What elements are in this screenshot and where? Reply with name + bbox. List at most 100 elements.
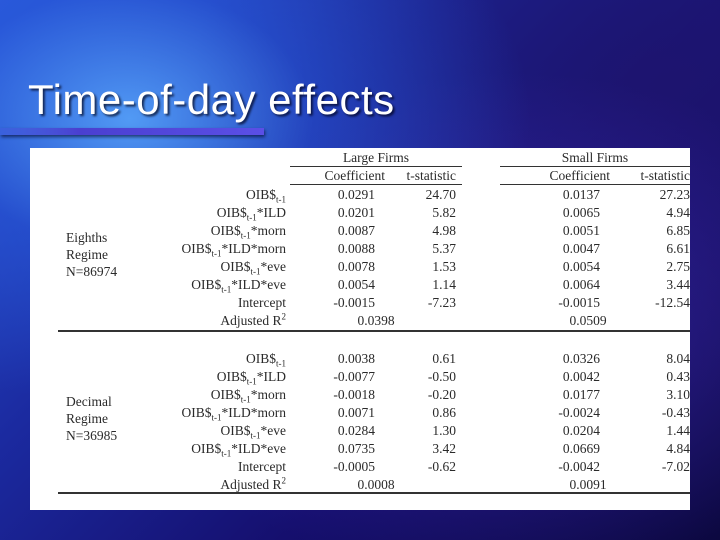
coefficient-cell: -0.0015 [333,295,375,310]
label-suffix: *morn [250,223,286,238]
coefficient-cell: 0.0065 [562,205,600,220]
regime-separator [58,330,690,332]
label-subscript: t-1 [250,430,261,441]
coefficient-cell: 0.0177 [562,387,600,402]
label-suffix: *morn [250,387,286,402]
coefficient-cell: 0.0051 [562,223,600,238]
row-label: OIB$t-1*ILD*morn [90,241,287,259]
regime-label: Eighths [66,230,108,245]
t-statistic-cell: 3.42 [432,441,456,456]
coefficient-cell: 0.0047 [562,241,600,256]
row-label: OIB$t-1*morn [90,223,286,241]
row-label: OIB$t-1*eve [90,259,286,277]
regime-label: Regime [66,247,108,262]
t-statistic-cell: 3.10 [666,387,690,402]
coefficient-cell: -0.0077 [333,369,375,384]
label-suffix: *ILD*morn [221,405,287,420]
label-text: Adjusted R [220,313,282,328]
t-statistic-cell: -0.50 [427,369,456,384]
t-statistic-cell: -0.62 [427,459,456,474]
regime-label: Decimal [66,394,112,409]
coefficient-cell: 0.0201 [337,205,375,220]
coefficient-cell: -0.0024 [558,405,600,420]
adjusted-r2-value: 0.0091 [569,477,607,492]
t-statistic-cell: 4.94 [666,205,690,220]
coefficient-cell: 0.0054 [562,259,600,274]
t-statistic-cell: -0.43 [661,405,690,420]
label-text: Intercept [238,295,286,310]
label-superscript: 2 [281,311,287,322]
t-statistic-cell: -7.23 [427,295,456,310]
label-suffix: *eve [260,423,286,438]
label-suffix: *ILD*morn [221,241,287,256]
coefficient-cell: 0.0078 [337,259,375,274]
group-header: Small Firms [561,150,629,165]
coefficient-cell: 0.0071 [337,405,375,420]
label-text: OIB$ [181,405,212,420]
t-statistic-cell: 24.70 [425,187,456,202]
t-statistic-cell: 5.82 [432,205,456,220]
label-suffix: *ILD*eve [231,277,286,292]
label-text: OIB$ [246,351,276,366]
row-label: OIB$t-1 [90,187,286,205]
subheader-rule [500,184,690,185]
t-statistic-cell: -7.02 [661,459,690,474]
t-statistic-cell: 6.85 [666,223,690,238]
label-subscript: t-1 [276,194,286,205]
coefficient-cell: 0.0204 [562,423,600,438]
label-text: OIB$ [220,259,251,274]
adjusted-r2-value: 0.0509 [569,313,607,328]
t-statistic-cell: 27.23 [659,187,690,202]
subheader-rule [290,184,462,185]
label-text: Adjusted R [220,477,282,492]
coefficient-cell: 0.0735 [337,441,375,456]
label-subscript: t-1 [240,394,251,405]
coefficient-cell: 0.0088 [337,241,375,256]
coefficient-cell: 0.0284 [337,423,375,438]
regime-label: N=86974 [66,264,118,279]
label-text: OIB$ [210,387,241,402]
t-statistic-cell: 8.04 [666,351,690,366]
t-statistic-cell: -12.54 [655,295,690,310]
label-text: OIB$ [191,441,222,456]
coefficient-header: Coefficient [324,168,385,183]
row-label: Intercept [90,460,286,474]
regression-table: Large Firms Small Firms Coefficient t-stati… [30,148,690,510]
title-underline [0,128,264,135]
table-bottom-rule [58,492,690,494]
label-subscript: t-1 [221,448,232,459]
label-subscript: t-1 [240,230,251,241]
coefficient-cell: 0.0087 [337,223,375,238]
header-rule [290,166,462,167]
adjusted-r2-value: 0.0008 [357,477,395,492]
coefficient-cell: 0.0064 [562,277,600,292]
regime-label: Regime [66,411,108,426]
label-text: OIB$ [216,369,247,384]
label-suffix: *ILD [256,205,286,220]
adjusted-r2-value: 0.0398 [357,313,395,328]
label-text: OIB$ [181,241,212,256]
t-statistic-cell: 1.53 [432,259,456,274]
label-subscript: t-1 [246,212,257,223]
label-subscript: t-1 [250,266,261,277]
coefficient-cell: -0.0018 [333,387,375,402]
t-statistic-cell: 0.61 [432,351,456,366]
regime-label: N=36985 [66,428,118,443]
row-label: OIB$t-1*ILD*morn [90,405,287,423]
label-suffix: *ILD [256,369,286,384]
t-statistic-cell: 1.14 [432,277,456,292]
label-text: OIB$ [210,223,241,238]
label-subscript: t-1 [221,284,232,295]
label-subscript: t-1 [211,412,222,423]
coefficient-cell: 0.0137 [562,187,600,202]
t-statistic-cell: 0.43 [666,369,690,384]
slide-title: Time-of-day effects [28,76,395,123]
label-subscript: t-1 [211,248,222,259]
label-text: OIB$ [246,187,276,202]
label-text: OIB$ [220,423,251,438]
t-statistic-cell: 5.37 [432,241,456,256]
group-header: Large Firms [342,150,410,165]
t-statistic-cell: 0.86 [432,405,456,420]
row-label: OIB$t-1*ILD [90,369,286,387]
coefficient-cell: -0.0042 [558,459,600,474]
